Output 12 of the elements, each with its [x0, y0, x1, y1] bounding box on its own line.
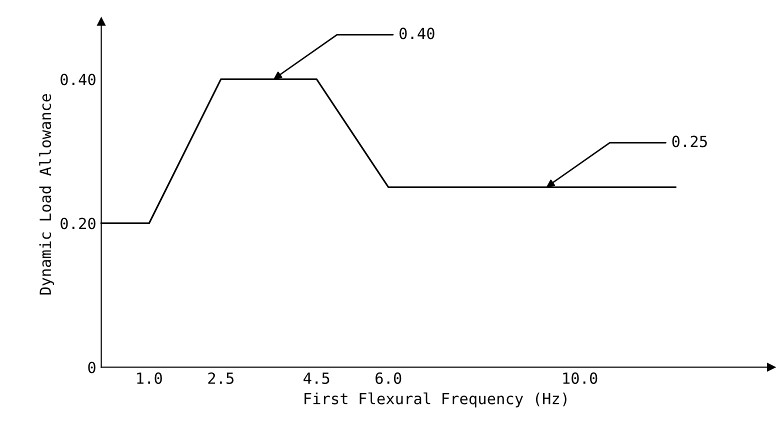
x-tick-label: 6.0	[376, 372, 402, 384]
annotation: 0.25	[672, 136, 707, 148]
y-tick-label: 0.40	[60, 74, 96, 86]
x-tick-label: 2.5	[208, 372, 234, 384]
y-tick-label: 0.20	[60, 218, 96, 230]
x-tick-label: 1.0	[137, 372, 162, 384]
y-axis-title: Dynamic Load Allowance	[39, 94, 54, 295]
x-tick-label: 10.0	[563, 372, 598, 384]
y-tick-label: 0	[88, 362, 96, 374]
x-axis-title: First Flexural Frequency (Hz)	[304, 392, 566, 408]
annotation: 0.40	[400, 28, 434, 40]
x-tick-label: 4.5	[304, 372, 330, 384]
